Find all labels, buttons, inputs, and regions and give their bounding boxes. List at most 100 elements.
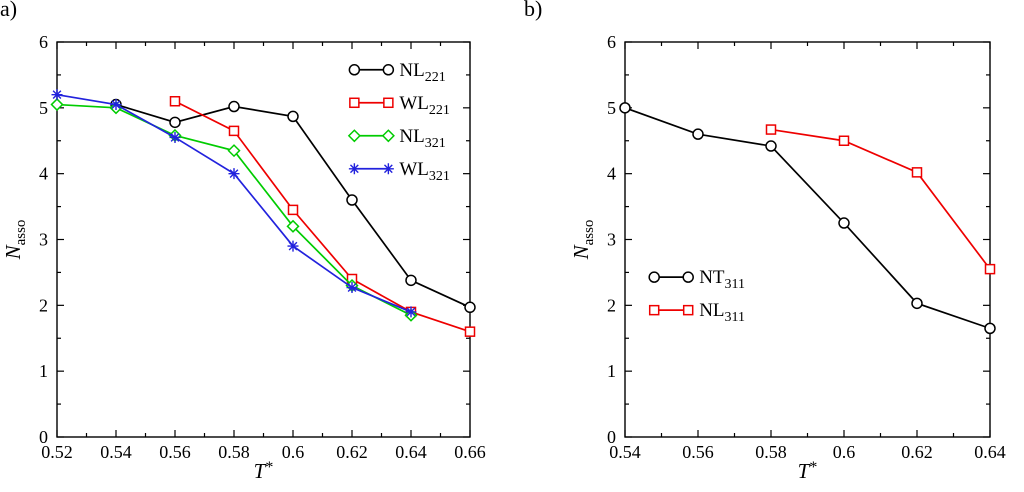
y-tick-label: 3: [607, 230, 616, 250]
x-tick-label: 0.58: [755, 442, 787, 462]
marker-square: [682, 304, 694, 316]
marker-square: [349, 97, 360, 109]
marker-circle: [765, 140, 777, 152]
y-axis-label: Nasso: [1, 220, 29, 261]
x-tick-label: 0.56: [159, 442, 191, 462]
panel-b-label: b): [524, 0, 543, 21]
legend-label: WL221: [399, 93, 450, 118]
marker-diamond: [50, 97, 64, 112]
marker-circle: [228, 100, 240, 113]
y-tick-label: 6: [607, 32, 616, 52]
legend-label: NT311: [699, 267, 745, 292]
y-tick-label: 0: [607, 427, 616, 447]
legend-item-NL321: NL321: [347, 126, 446, 151]
marker-square: [648, 304, 660, 316]
series-NL311: [765, 124, 996, 275]
marker-star: [51, 89, 63, 101]
panel-b: b) 0.54 0.56 0.58 0.6 0.62 0.64 0 1 2 3 4 5 6 T* Nasso…: [512, 0, 1024, 492]
y-tick-label: 4: [39, 164, 48, 184]
y-tick-label: 0: [39, 427, 48, 447]
y-tick-label: 1: [39, 361, 48, 381]
marker-star: [110, 99, 122, 111]
series-NT311: [619, 102, 996, 335]
x-axis-label: T*: [254, 459, 274, 483]
marker-square: [984, 263, 996, 275]
marker-circle: [984, 322, 996, 335]
marker-circle: [464, 301, 476, 314]
marker-star: [228, 168, 240, 180]
marker-star: [382, 163, 394, 175]
panel-a-label: a): [0, 0, 18, 21]
marker-square: [911, 167, 923, 178]
y-tick-label: 2: [39, 295, 48, 315]
marker-square: [287, 204, 299, 216]
y-tick-label: 4: [607, 164, 616, 184]
legend-item-NL221: NL221: [348, 60, 446, 85]
plot-frame: [624, 41, 991, 438]
legend-label: WL321: [399, 159, 450, 184]
marker-circle: [169, 116, 181, 129]
marker-circle: [619, 102, 631, 114]
marker-star: [405, 306, 417, 318]
marker-circle: [911, 297, 923, 310]
x-tick-label: 0.62: [901, 442, 933, 462]
marker-square: [765, 124, 777, 135]
marker-diamond: [286, 219, 300, 233]
x-tick-label: 0.56: [682, 442, 714, 462]
y-tick-label: 1: [607, 361, 616, 381]
marker-diamond: [347, 129, 361, 143]
legend-item-NL311: NL311: [648, 300, 745, 325]
y-tick-label: 5: [607, 98, 616, 118]
marker-circle: [348, 64, 361, 76]
legend-label: NL321: [399, 126, 445, 151]
marker-square: [228, 125, 240, 137]
marker-square: [169, 96, 181, 107]
x-tick-label: 0.62: [336, 442, 368, 462]
panel-a-chart: 0.52 0.54 0.56 0.58 0.6 0.62 0.64 0.66 0 1 2 3 4 5 6 T*…: [1, 32, 486, 483]
marker-circle: [346, 194, 358, 206]
marker-square: [838, 135, 850, 146]
y-tick-label: 6: [39, 32, 48, 52]
x-tick-label: 0.6: [833, 442, 856, 462]
marker-star: [346, 282, 358, 294]
x-axis-label: T*: [798, 459, 818, 483]
marker-diamond: [381, 129, 395, 143]
ticks: [56, 41, 471, 438]
legend-item-WL221: WL221: [349, 93, 450, 118]
marker-star: [287, 240, 299, 252]
marker-diamond: [227, 144, 241, 158]
marker-circle: [682, 271, 694, 283]
marker-circle: [838, 217, 850, 229]
x-tick-label: 0.58: [218, 442, 250, 462]
marker-circle: [648, 271, 660, 283]
panel-a: a) 0.52 0.54 0.56 0.58 0.6 0.62 0.64 0.66 0 1 2 3 4 5…: [0, 0, 486, 483]
marker-circle: [287, 110, 299, 123]
x-tick-label: 0.54: [100, 442, 132, 462]
legend-item-WL321: WL321: [348, 159, 450, 184]
y-tick-label: 5: [39, 98, 48, 118]
x-tick-label: 0.64: [974, 442, 1006, 462]
marker-star: [348, 163, 360, 175]
marker-square: [464, 326, 476, 337]
y-axis-label: Nasso: [569, 220, 597, 261]
marker-circle: [405, 274, 417, 287]
ticks: [624, 41, 991, 438]
x-tick-label: 0.54: [609, 442, 641, 462]
y-tick-label: 2: [607, 295, 616, 315]
x-tick-label: 0.52: [41, 442, 73, 462]
legend-label: NL311: [699, 300, 745, 325]
marker-circle: [382, 64, 395, 76]
y-tick-label: 3: [39, 230, 48, 250]
series-WL221: [169, 96, 476, 337]
x-tick-label: 0.66: [454, 442, 486, 462]
series-WL321: [51, 89, 417, 318]
legend-item-NT311: NT311: [648, 267, 745, 292]
panel-b-chart: 0.54 0.56 0.58 0.6 0.62 0.64 0 1 2 3 4 5 6 T* Nasso NT3…: [569, 32, 1006, 483]
x-tick-label: 0.6: [282, 442, 305, 462]
legend-label: NL221: [399, 60, 445, 85]
marker-square: [383, 97, 394, 109]
marker-star: [169, 131, 181, 143]
x-tick-label: 0.64: [395, 442, 427, 462]
marker-circle: [692, 128, 704, 140]
